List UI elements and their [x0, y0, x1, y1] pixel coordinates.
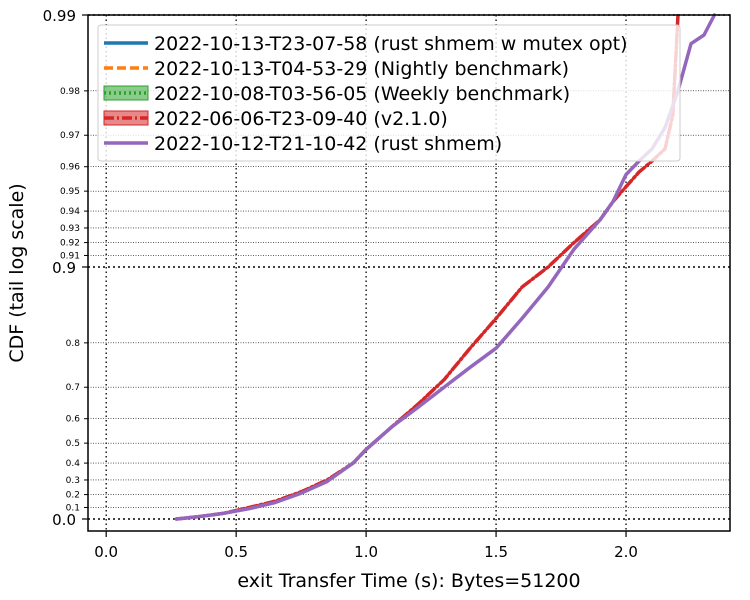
y-minor-tick-label: 0.2 — [66, 491, 80, 501]
x-tick-label: 1.0 — [354, 543, 378, 561]
y-minor-tick-label: 0.97 — [60, 131, 80, 141]
legend: 2022-10-13-T23-07-58 (rust shmem w mutex… — [97, 24, 681, 162]
y-minor-tick-label: 0.96 — [60, 163, 80, 173]
y-minor-tick-label: 0.6 — [66, 415, 81, 425]
y-minor-tick-label: 0.1 — [66, 503, 80, 513]
x-tick-label: 2.0 — [614, 543, 638, 561]
y-minor-tick-label: 0.94 — [60, 207, 80, 217]
y-minor-tick-label: 0.92 — [60, 239, 80, 249]
y-axis-label: CDF (tail log scale) — [6, 183, 28, 362]
x-tick-label: 0.5 — [224, 543, 248, 561]
y-minor-tick-label: 0.4 — [66, 459, 81, 469]
legend-label: 2022-10-08-T03-56-05 (Weekly benchmark) — [154, 83, 570, 105]
y-minor-tick-label: 0.93 — [60, 224, 80, 234]
legend-label: 2022-10-13-T23-07-58 (rust shmem w mutex… — [154, 33, 628, 55]
legend-label: 2022-06-06-T23-09-40 (v2.1.0) — [154, 108, 448, 130]
y-minor-tick-label: 0.3 — [66, 476, 80, 486]
y-minor-tick-label: 0.5 — [66, 439, 80, 449]
y-minor-tick-label: 0.8 — [66, 339, 81, 349]
x-tick-label: 0.0 — [94, 543, 118, 561]
x-axis-label: exit Transfer Time (s): Bytes=51200 — [237, 570, 580, 592]
y-minor-tick-label: 0.98 — [60, 87, 80, 97]
y-major-tick-label: 0.0 — [52, 511, 76, 529]
legend-frame — [97, 24, 681, 162]
y-major-tick-label: 0.9 — [52, 259, 76, 277]
y-minor-tick-label: 0.95 — [60, 187, 80, 197]
ticks: 0.0 0.5 1.0 1.5 2.0 0.1 0.2 0.3 0.4 0.5 0.6 0.7 0.8 0… — [43, 7, 638, 561]
y-major-tick-label: 0.99 — [43, 7, 76, 25]
legend-label: 2022-10-13-T04-53-29 (Nightly benchmark) — [154, 58, 569, 80]
y-minor-tick-label: 0.91 — [60, 251, 80, 261]
legend-label: 2022-10-12-T21-10-42 (rust shmem) — [154, 133, 502, 155]
x-tick-label: 1.5 — [484, 543, 508, 561]
plot-frame — [87, 14, 731, 532]
y-minor-tick-label: 0.7 — [66, 383, 80, 393]
